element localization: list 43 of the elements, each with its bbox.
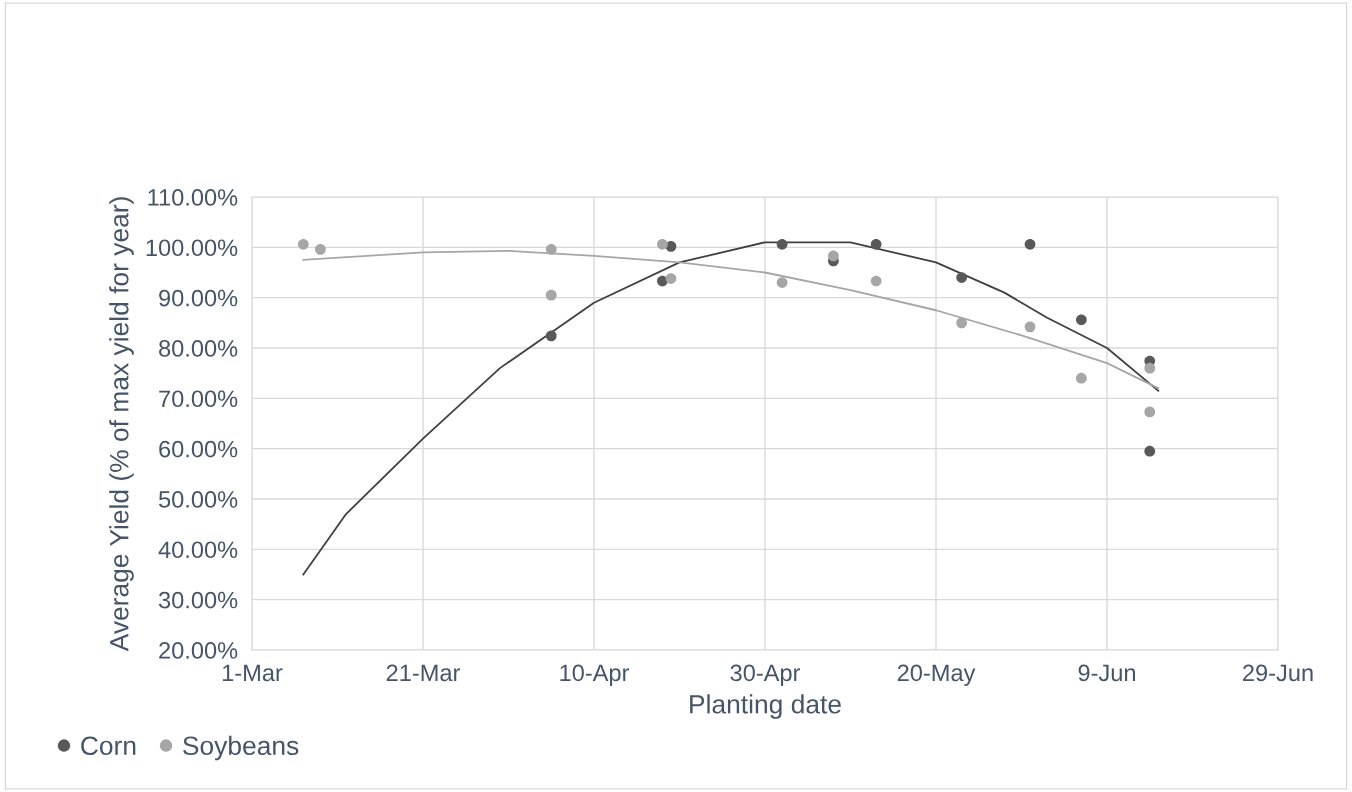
x-axis-title: Planting date [690,694,841,719]
y-tick-label: 50.00% [158,491,238,508]
point [1144,445,1156,457]
x-tick-label: 9-Jun [1078,664,1135,682]
y-tick-label: 60.00% [159,440,238,458]
x-tick-label: 10-Apr [560,664,630,686]
point [1024,238,1036,250]
x-tick-label: 29-Jun [1243,664,1313,682]
point [545,243,557,255]
y-tick-label: 90.00% [159,289,238,307]
point [1024,321,1036,333]
point [665,273,677,284]
y-tick-label: 30.00% [158,591,238,609]
x-tick-label: 20-May [897,664,976,686]
y-tick-label: 40.00% [158,541,238,559]
line-series [302,241,1160,576]
point [956,272,968,283]
point [1075,314,1087,326]
point [545,289,557,301]
point [870,238,882,250]
y-tick-label: 70.00% [159,390,238,408]
point [828,250,839,262]
point [657,238,668,250]
point [297,238,309,250]
point [545,330,557,342]
y-tick-label: 80.00% [159,340,238,357]
y-tick-label: 100.00% [146,239,238,257]
point [1075,372,1087,384]
x-tick-label: 30-Apr [730,664,801,686]
y-tick-label: 110.00% [148,189,238,206]
y-tick-label: 20.00% [159,642,238,659]
x-tick-label: 21-Mar [386,664,461,682]
y-axis-title: Average Yield (% of max yield for year) [109,197,134,652]
legend-label: Soybeans [183,735,299,761]
point [776,238,788,250]
point [956,317,968,329]
point [870,275,882,287]
point [315,243,326,255]
point [1144,362,1156,374]
legend-label: Corn [81,736,136,756]
point [776,277,788,288]
point [1144,406,1156,418]
x-tick-label: 1-Mar [222,664,283,682]
